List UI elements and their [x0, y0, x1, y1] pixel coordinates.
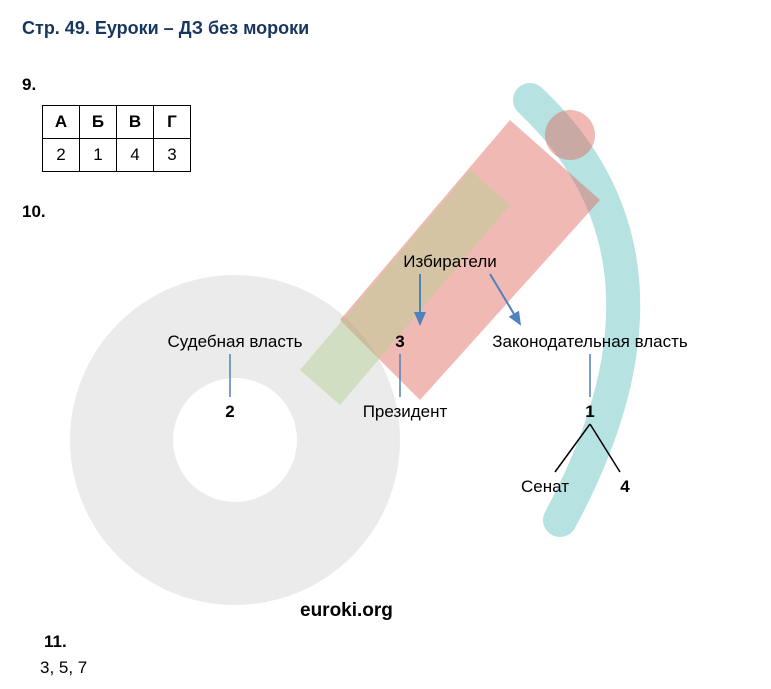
question-9-number: 9. [0, 75, 771, 95]
q9-header-g: Г [154, 106, 191, 139]
diagram-node-three: 3 [390, 332, 410, 352]
question-11-number: 11. [22, 632, 67, 652]
diagram-node-two: 2 [220, 402, 240, 422]
q9-val-v: 4 [117, 139, 154, 172]
diagram-node-senate: Сенат [515, 477, 575, 497]
diagram-node-judicial: Судебная власть [150, 332, 320, 352]
diagram-node-four: 4 [615, 477, 635, 497]
question-9-table: А Б В Г 2 1 4 3 [42, 105, 771, 172]
diagram-connectors [20, 222, 750, 522]
q9-val-a: 2 [43, 139, 80, 172]
brand-text: euroki.org [300, 600, 393, 622]
page-title: Стр. 49. Еуроки – ДЗ без мороки [0, 0, 771, 39]
diagram-node-electors: Избиратели [390, 252, 510, 272]
q9-val-g: 3 [154, 139, 191, 172]
question-10-number: 10. [0, 202, 771, 222]
question-11-answer: 3, 5, 7 [40, 658, 87, 678]
diagram-node-legislative: Законодательная власть [470, 332, 710, 352]
q9-header-v: В [117, 106, 154, 139]
diagram-node-one: 1 [580, 402, 600, 422]
q9-val-b: 1 [80, 139, 117, 172]
diagram-node-president: Президент [350, 402, 460, 422]
q9-header-b: Б [80, 106, 117, 139]
question-10-diagram: Избиратели 3 Судебная власть Законодательна… [20, 222, 750, 522]
q9-header-a: А [43, 106, 80, 139]
